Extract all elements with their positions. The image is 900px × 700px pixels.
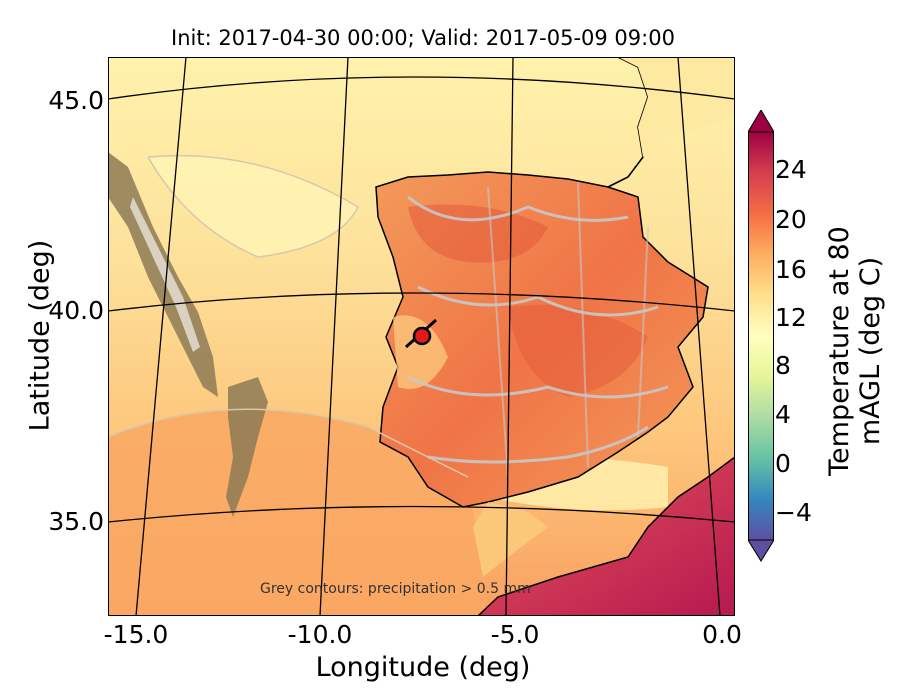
- africa-west-land: [473, 502, 548, 577]
- colorbar-min-arrow: [748, 539, 774, 562]
- cb-tick-0: 0: [775, 449, 791, 478]
- x-tick-neg15: -15.0: [103, 620, 169, 649]
- cb-tick-16: 16: [775, 255, 807, 284]
- y-tick-40: 40.0: [48, 296, 104, 325]
- location-marker: [412, 326, 432, 346]
- meridian-lon-0: [677, 57, 721, 616]
- y-axis-label: Latitude (deg): [24, 239, 56, 432]
- parallel-45: [108, 76, 735, 100]
- y-tick-35: 35.0: [48, 507, 104, 536]
- meridian-lon-15: [135, 57, 187, 616]
- colorbar: [748, 110, 774, 562]
- cb-tick-8: 8: [775, 351, 791, 380]
- colorbar-scale: [748, 131, 774, 541]
- cloud-band-highlight: [130, 197, 200, 352]
- x-tick-neg5: -5.0: [490, 620, 540, 649]
- precip-contours-2: [487, 181, 649, 478]
- map-frame: [108, 57, 735, 616]
- parallel-35: [108, 505, 735, 523]
- y-tick-45: 45.0: [48, 86, 104, 115]
- land-mild-patch: [393, 315, 448, 389]
- africa: [476, 456, 735, 616]
- x-tick-neg10: -10.0: [287, 620, 353, 649]
- meridian-lon-5: [505, 57, 514, 616]
- cb-tick-12: 12: [775, 303, 807, 332]
- x-tick-0: 0.0: [702, 620, 742, 649]
- meridian-lon-10: [319, 57, 349, 616]
- cb-tick-neg4: −4: [775, 498, 812, 527]
- precip-contours: [407, 195, 669, 464]
- cloud-band-2: [226, 377, 268, 517]
- x-axis-label: Longitude (deg): [315, 652, 531, 683]
- cb-tick-4: 4: [775, 400, 791, 429]
- map-panel: Grey contours: precipitation > 0.5 mm: [108, 57, 735, 616]
- land-warm-patch-2: [508, 305, 648, 397]
- france-land: [618, 57, 735, 157]
- warm-sea-region: [108, 409, 488, 616]
- figure-title: Init: 2017-04-30 00:00; Valid: 2017-05-0…: [171, 26, 675, 50]
- map-annotation: Grey contours: precipitation > 0.5 mm: [260, 581, 531, 597]
- parallel-40: [108, 292, 735, 312]
- sea-contours: [108, 154, 469, 478]
- cb-tick-20: 20: [775, 205, 807, 234]
- cb-tick-24: 24: [775, 155, 807, 184]
- colorbar-label: Temperature at 80 mAGL (deg C): [824, 226, 886, 476]
- land-warm-patch: [408, 204, 548, 263]
- colorbar-max-arrow: [748, 110, 774, 133]
